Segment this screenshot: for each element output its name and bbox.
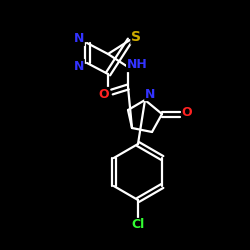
Text: S: S bbox=[131, 30, 141, 44]
Text: NH: NH bbox=[127, 58, 148, 71]
Text: N: N bbox=[145, 88, 155, 101]
Text: O: O bbox=[99, 88, 109, 101]
Text: O: O bbox=[182, 106, 192, 120]
Text: Cl: Cl bbox=[132, 218, 144, 232]
Text: N: N bbox=[74, 60, 84, 72]
Text: N: N bbox=[74, 32, 84, 46]
